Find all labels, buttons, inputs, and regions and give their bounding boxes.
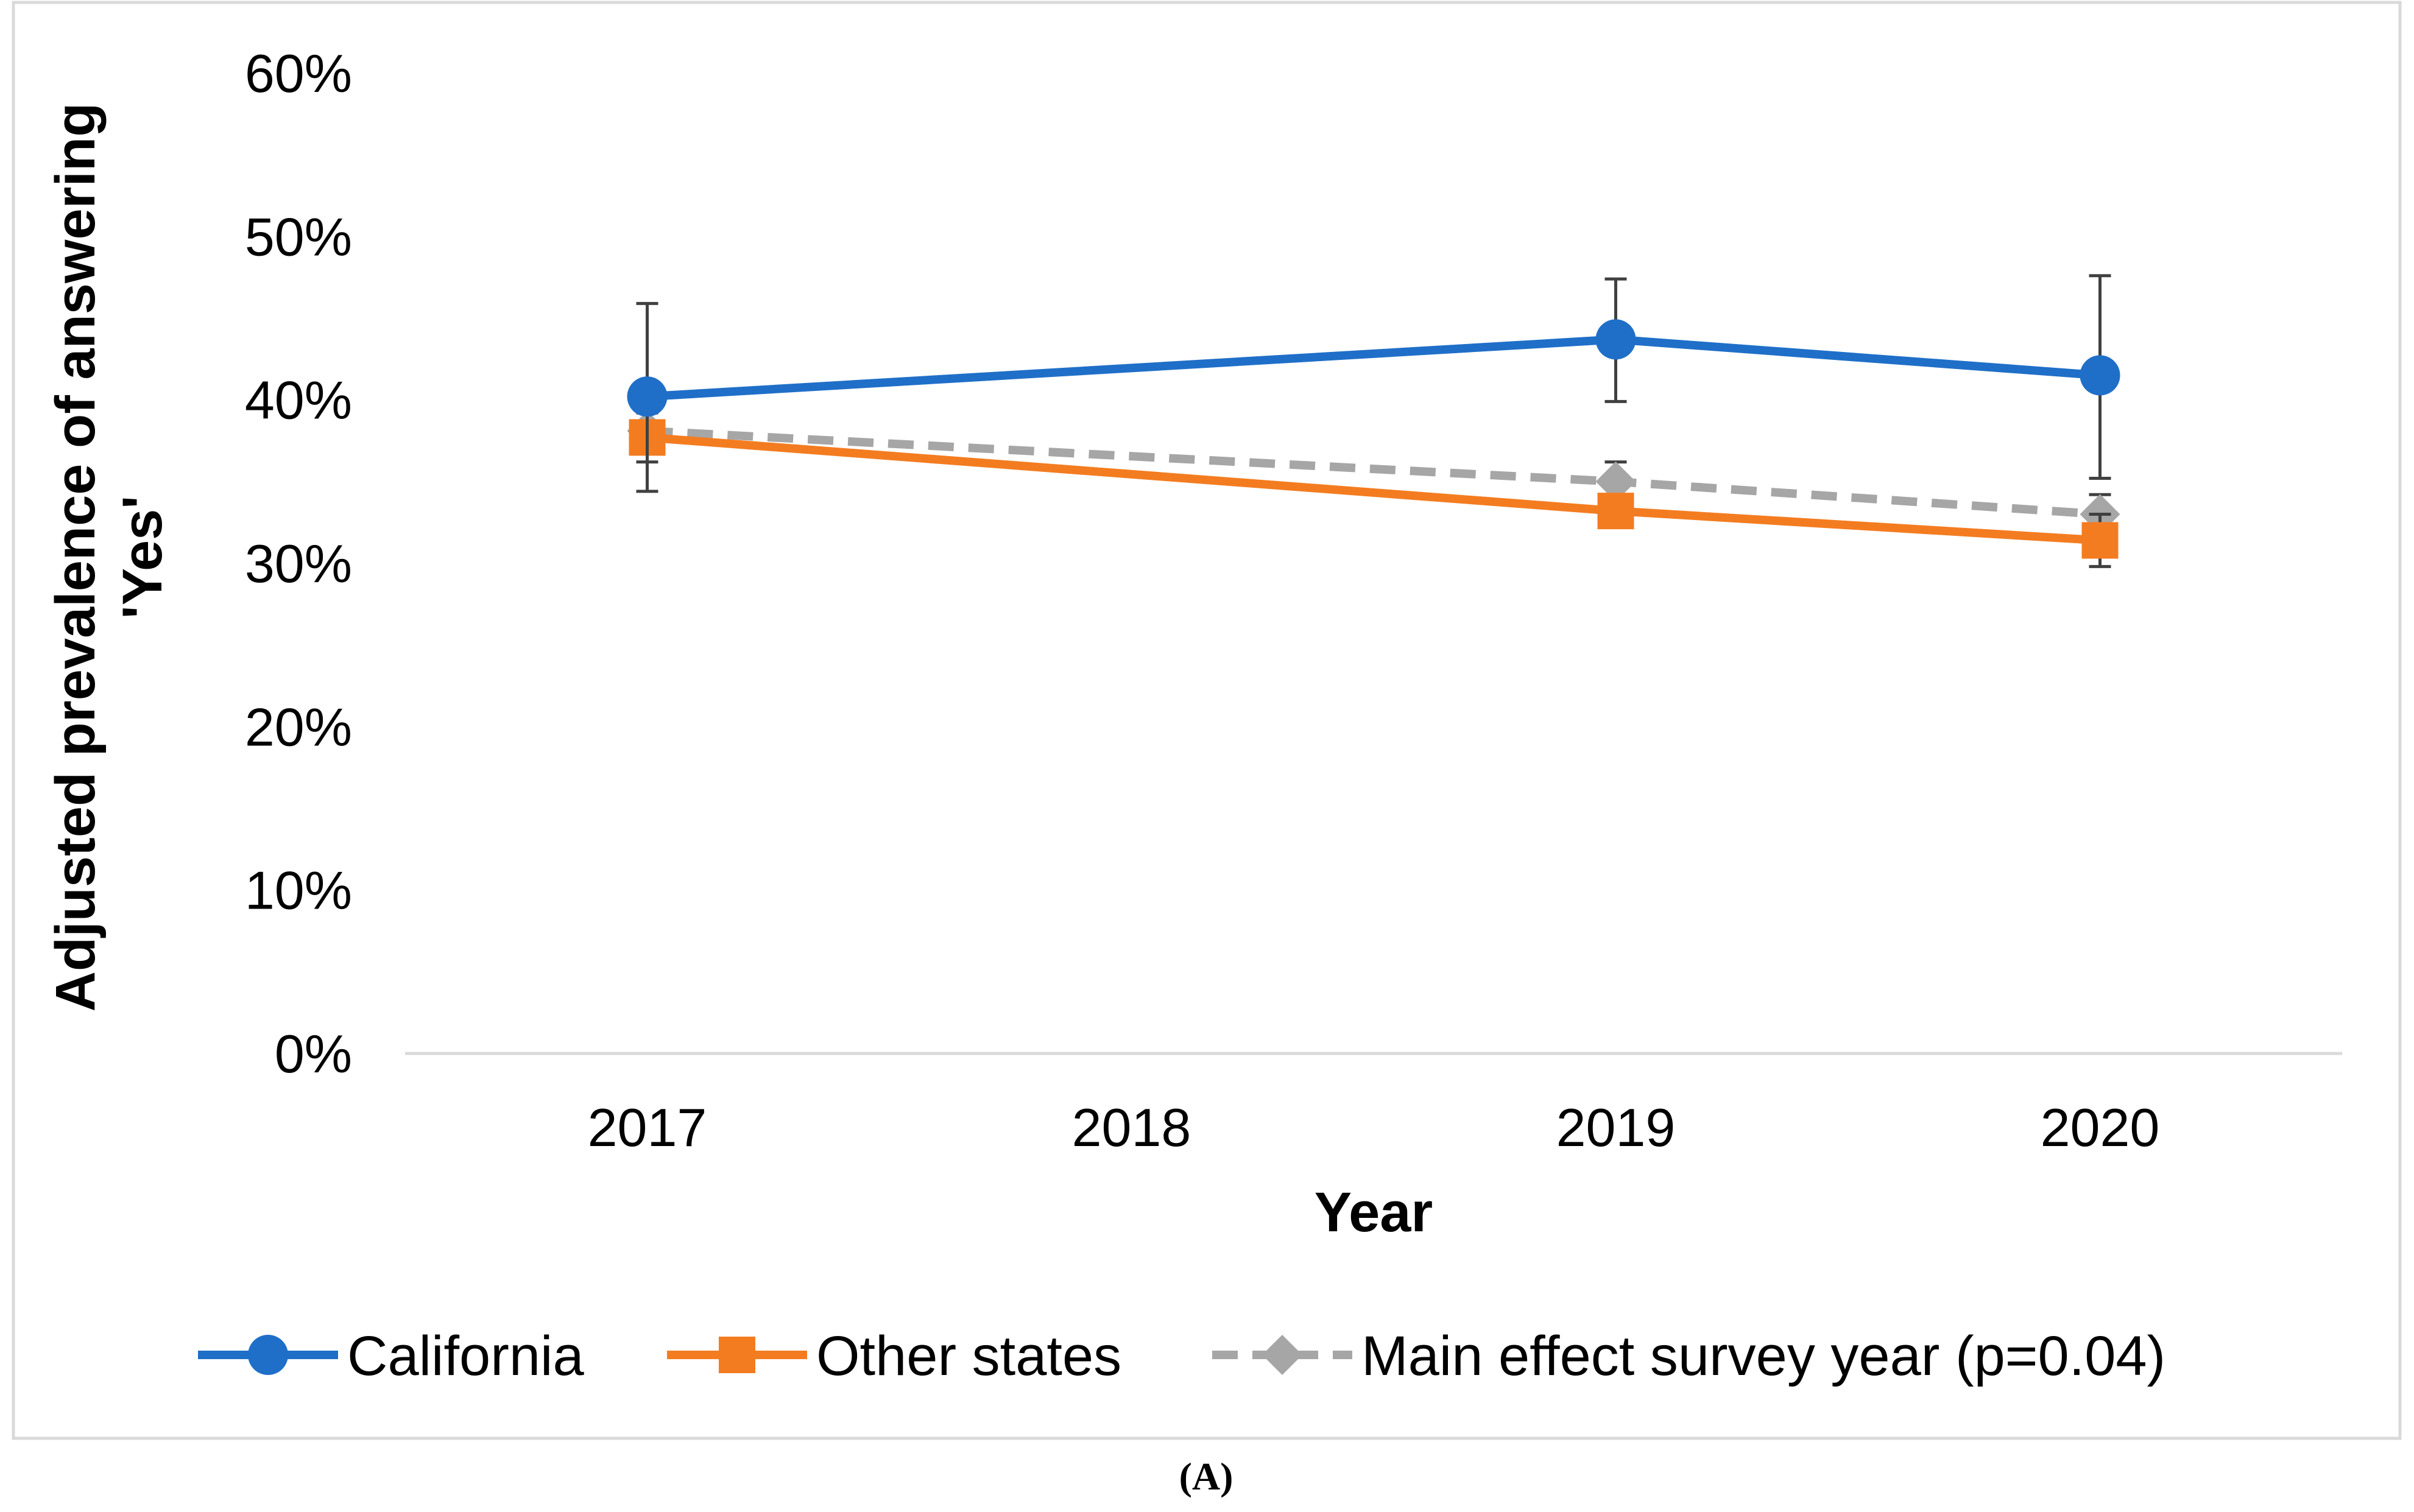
y-axis: 0% 10% 20% 30% 40% 50% 60% (245, 43, 352, 1084)
x-tick-label: 2019 (1556, 1097, 1676, 1158)
legend-item-main-effect-survey-year-p-0-04: Main effect survey year (p=0.04) (1212, 1325, 2165, 1387)
x-axis-title: Year (1315, 1181, 1433, 1243)
data-point-california (2080, 355, 2120, 396)
legend: California Other states Main effect survey… (198, 1325, 2165, 1387)
legend-item-other-states: Other states (667, 1325, 1121, 1387)
x-tick-label: 2018 (1072, 1097, 1191, 1158)
legend-label-other-states: Other states (816, 1325, 1121, 1387)
legend-item-california: California (198, 1325, 584, 1387)
data-point-california (1595, 319, 1636, 360)
x-tick-label: 2017 (588, 1097, 707, 1158)
y-axis-title-line-2: 'Yes' (111, 496, 174, 619)
y-tick-label: 10% (245, 860, 352, 921)
plot-area (627, 274, 2120, 568)
data-point-other-states (1597, 493, 1634, 530)
legend-marker-other-states (719, 1337, 755, 1373)
legend-label-main-effect-survey-year-p-0-04: Main effect survey year (p=0.04) (1361, 1325, 2165, 1387)
y-tick-label: 0% (275, 1024, 352, 1084)
figure-caption: (A) (1179, 1455, 1233, 1498)
y-axis-title-line-1: Adjusted prevalence of answering (44, 103, 107, 1012)
x-axis: 2017 2018 2019 2020 (588, 1097, 2160, 1158)
legend-marker-california (248, 1335, 288, 1375)
x-tick-label: 2020 (2041, 1097, 2160, 1158)
series-california (627, 274, 2120, 493)
data-point-california (627, 376, 668, 417)
data-point-main-effect-survey-year-p-0-04 (1595, 461, 1636, 502)
y-tick-label: 40% (245, 370, 352, 431)
legend-marker-main-effect-survey-year-p-0-04 (1262, 1335, 1302, 1375)
y-tick-label: 20% (245, 697, 352, 757)
y-tick-label: 50% (245, 206, 352, 267)
y-tick-label: 60% (245, 43, 352, 104)
chart-frame (12, 1, 2402, 1440)
data-point-other-states (2081, 522, 2119, 559)
y-tick-label: 30% (245, 533, 352, 594)
legend-label-california: California (347, 1325, 584, 1387)
